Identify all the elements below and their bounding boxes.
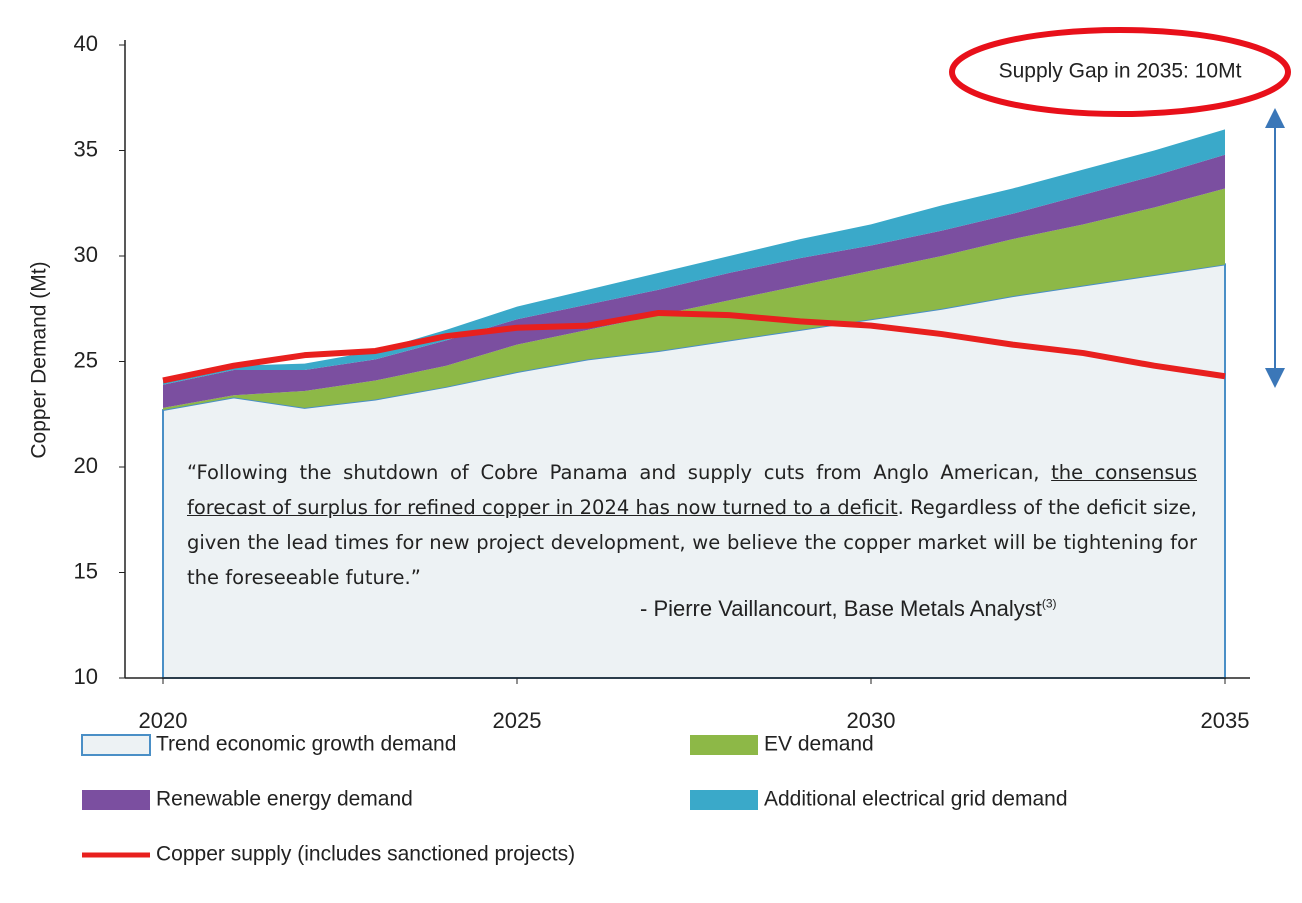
legend-swatch	[690, 790, 758, 810]
legend-label: Trend economic growth demand	[156, 733, 456, 756]
y-tick-label: 40	[74, 31, 98, 56]
quote: “Following the shutdown of Cobre Panama …	[187, 455, 1197, 595]
y-tick-label: 25	[74, 347, 98, 372]
y-tick-label: 10	[74, 664, 98, 689]
attribution-text: - Pierre Vaillancourt, Base Metals Analy…	[640, 596, 1042, 621]
y-tick-label: 15	[74, 558, 98, 583]
attribution-note: (3)	[1041, 596, 1057, 611]
quote-rest: . Regardless of the deficit size, given …	[187, 496, 1197, 589]
x-tick-label: 2030	[847, 708, 896, 733]
annotation: Supply Gap in 2035: 10Mt	[999, 60, 1242, 83]
x-tick-label: 2020	[139, 708, 188, 733]
legend-swatch	[82, 790, 150, 810]
x-tick-label: 2025	[493, 708, 542, 733]
y-tick-label: 20	[74, 453, 98, 478]
legend-label: Copper supply (includes sanctioned proje…	[156, 843, 575, 866]
legend-swatch	[690, 735, 758, 755]
quote-lead: “Following the shutdown of Cobre Panama …	[187, 461, 1040, 484]
attribution: - Pierre Vaillancourt, Base Metals Analy…	[640, 596, 1057, 622]
quote-underlined: the consensus forecast of surplus for re…	[187, 461, 1198, 519]
legend-label: EV demand	[764, 733, 874, 756]
gap-arrow	[1265, 108, 1285, 388]
y-tick-label: 30	[74, 242, 98, 267]
legend-swatch	[81, 734, 151, 756]
y-axis-label: Copper Demand (Mt)	[28, 261, 51, 458]
highlight-ellipse	[949, 27, 1291, 117]
y-tick-label: 35	[74, 136, 98, 161]
legend-label: Renewable energy demand	[156, 788, 413, 811]
line	[162, 309, 1226, 384]
x-tick-label: 2035	[1201, 708, 1250, 733]
legend-label: Additional electrical grid demand	[764, 788, 1068, 811]
